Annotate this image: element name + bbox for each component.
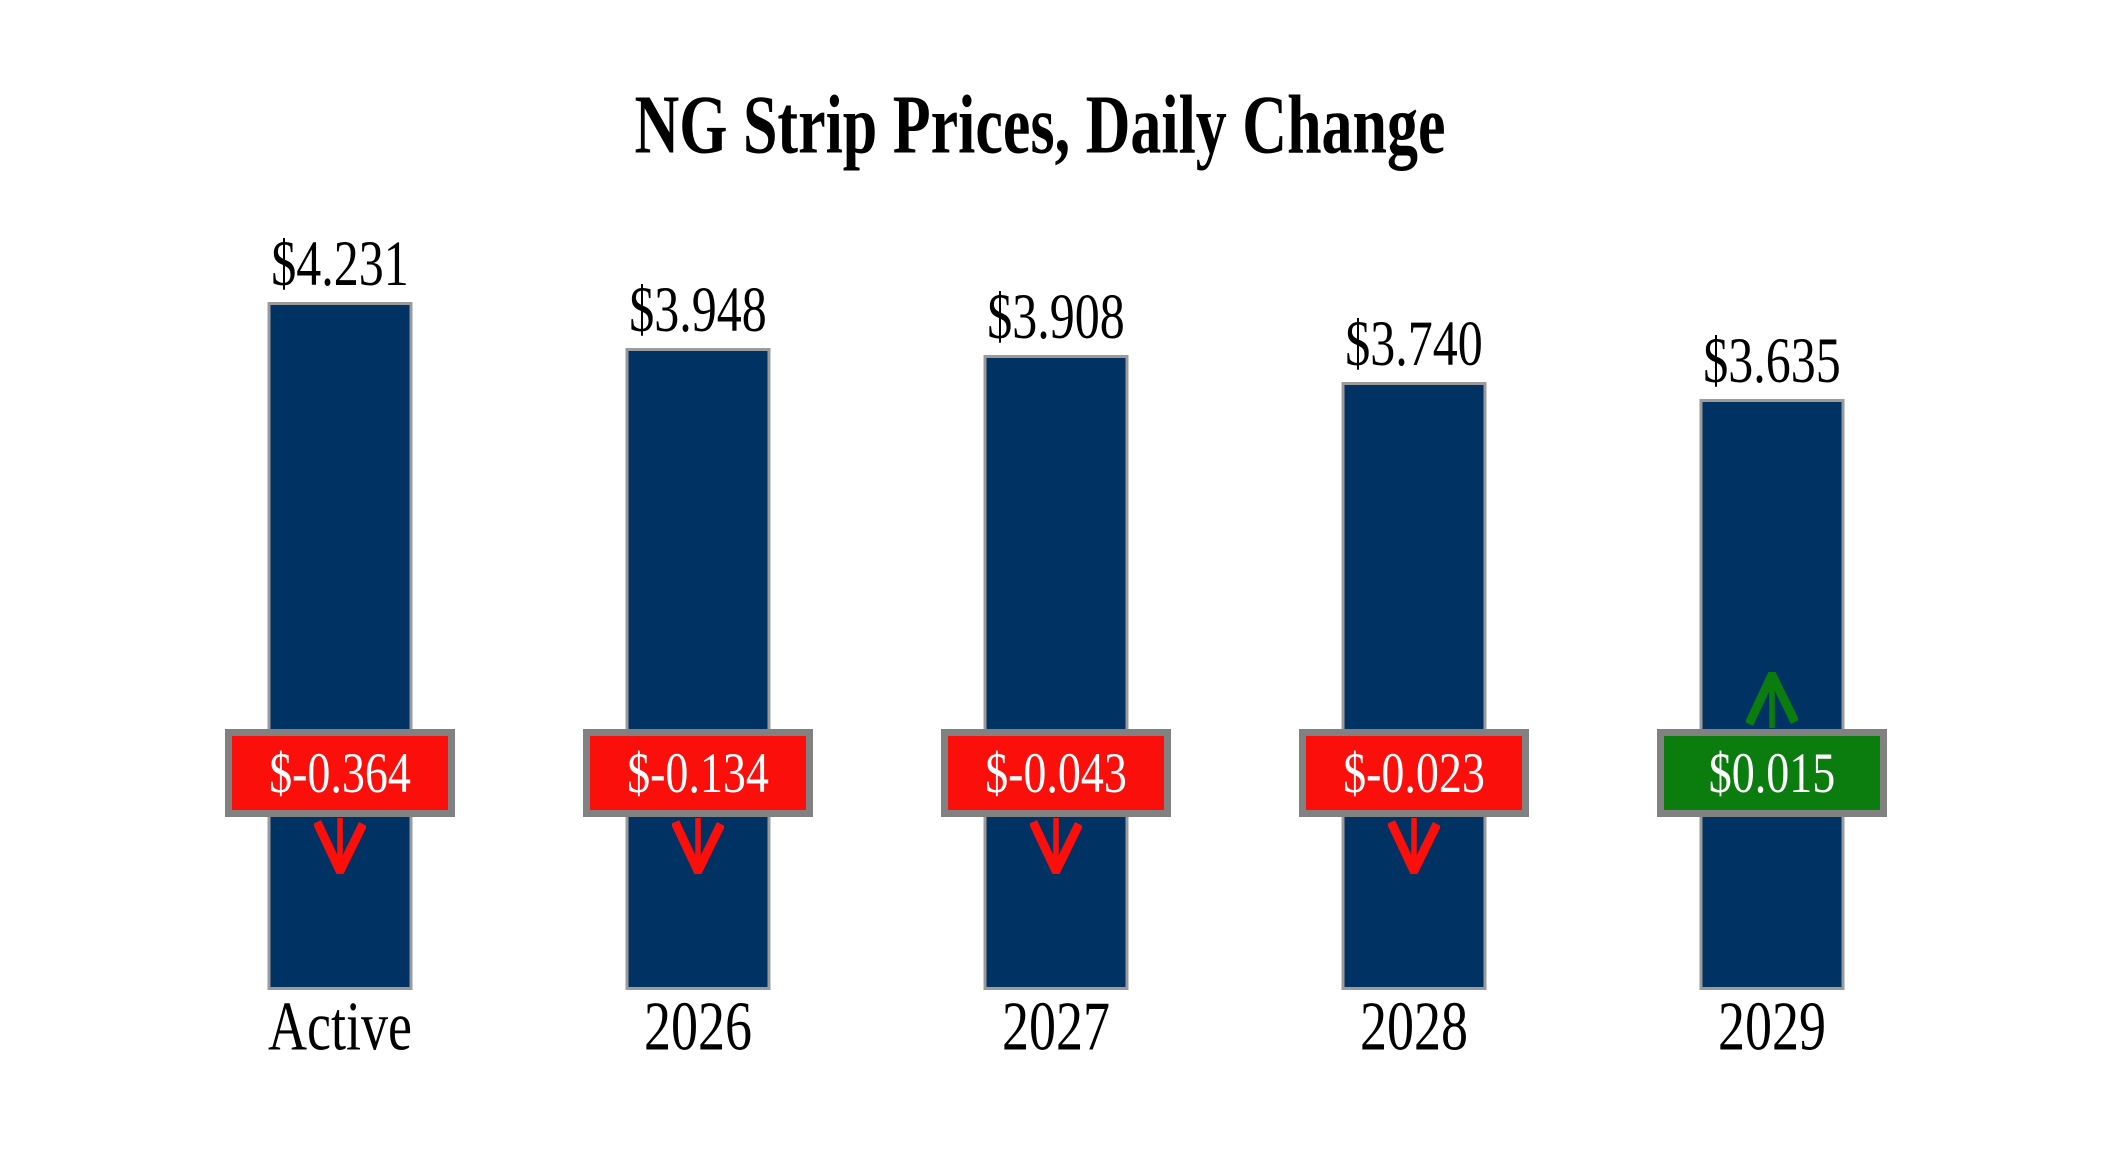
down-arrow-icon (672, 818, 724, 874)
bar-group: $3.740 $-0.023 2028 (1235, 0, 1593, 1152)
down-arrow-icon (1388, 818, 1440, 874)
chart-title-text: NG Strip Prices, Daily Change (634, 79, 1446, 172)
category-label-text: 2028 (1360, 986, 1468, 1065)
bar-value-text: $3.948 (629, 272, 767, 346)
bar-value-text: $3.908 (987, 279, 1125, 353)
bars-row: $4.231 $-0.364 Active $3.948 $-0.134 202… (161, 0, 1951, 1152)
category-label-text: 2026 (644, 986, 752, 1065)
price-bar (1341, 382, 1487, 990)
change-badge-text: $-0.023 (1343, 740, 1485, 805)
category-label: 2028 (1360, 987, 1468, 1065)
bar-group: $4.231 $-0.364 Active (161, 0, 519, 1152)
bar-value-text: $3.740 (1345, 306, 1483, 380)
bar-value-text: $4.231 (271, 226, 409, 300)
bar-value-label: $3.948 (629, 273, 767, 345)
category-label: 2027 (1002, 987, 1110, 1065)
up-arrow-icon (1746, 672, 1798, 728)
category-label-text: 2027 (1002, 986, 1110, 1065)
change-badge: $-0.364 (225, 729, 455, 817)
change-badge-text: $0.015 (1708, 740, 1836, 805)
category-label-text: 2029 (1718, 986, 1826, 1065)
category-label: Active (268, 987, 412, 1065)
bar-value-label: $3.740 (1345, 307, 1483, 379)
price-bar (983, 355, 1129, 990)
bar-group: $3.635 $0.015 2029 (1593, 0, 1951, 1152)
price-bar (267, 302, 413, 990)
down-arrow-icon (314, 818, 366, 874)
bar-group: $3.908 $-0.043 2027 (877, 0, 1235, 1152)
price-bar (625, 348, 771, 990)
change-badge: $-0.043 (941, 729, 1171, 817)
change-badge: $0.015 (1657, 729, 1887, 817)
bar-value-label: $3.635 (1703, 324, 1841, 396)
bar-group: $3.948 $-0.134 2026 (519, 0, 877, 1152)
change-badge-text: $-0.043 (985, 740, 1127, 805)
change-badge-text: $-0.364 (269, 740, 411, 805)
down-arrow-icon (1030, 818, 1082, 874)
bar-value-label: $3.908 (987, 280, 1125, 352)
change-badge-text: $-0.134 (627, 740, 769, 805)
category-label-text: Active (268, 986, 412, 1065)
bar-value-label: $4.231 (271, 227, 409, 298)
change-badge: $-0.134 (583, 729, 813, 817)
bar-value-text: $3.635 (1703, 323, 1841, 397)
change-badge: $-0.023 (1299, 729, 1529, 817)
chart-title: NG Strip Prices, Daily Change (0, 80, 2080, 172)
category-label: 2029 (1718, 987, 1826, 1065)
category-label: 2026 (644, 987, 752, 1065)
